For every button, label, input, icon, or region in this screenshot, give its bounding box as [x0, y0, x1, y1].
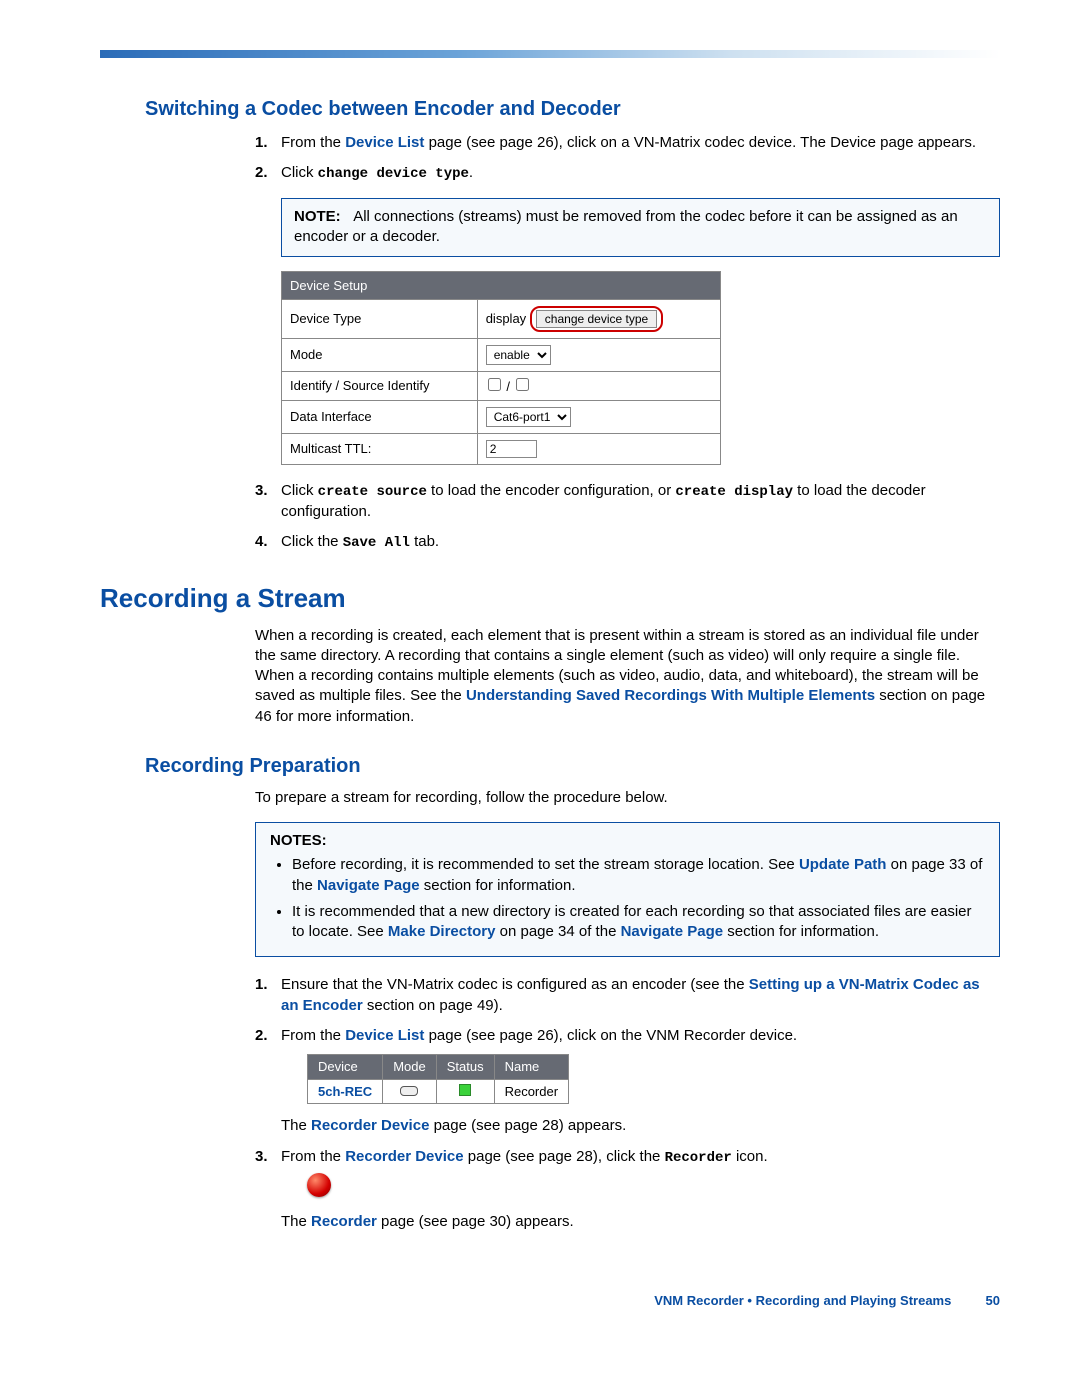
link-recorder-page[interactable]: Recorder [311, 1213, 377, 1230]
top-gradient-bar [100, 50, 1000, 58]
step-text: From the Device List page (see page 26),… [281, 134, 976, 151]
col-status: Status [436, 1055, 494, 1080]
row-label: Mode [282, 338, 478, 371]
step-3: 3. From the Recorder Device page (see pa… [255, 1147, 1000, 1232]
row-label: Data Interface [282, 400, 478, 433]
section1-steps: 1. From the Device List page (see page 2… [255, 133, 1000, 184]
cmd-create-display: create display [675, 484, 793, 500]
step-4: 4. Click the Save All tab. [255, 532, 1000, 553]
cmd-create-source: create source [318, 484, 427, 500]
device-type-value: display [486, 311, 526, 326]
table-row: Device Type display change device type [282, 299, 721, 338]
section1-steps-cont: 3. Click create source to load the encod… [255, 481, 1000, 553]
link-device-list[interactable]: Device List [345, 1027, 424, 1044]
device-list-table: Device Mode Status Name 5ch-REC Recorder [307, 1054, 569, 1104]
cmd-change-device-type: change device type [318, 166, 469, 182]
step-number: 4. [255, 532, 268, 552]
mode-select[interactable]: enable [486, 345, 551, 365]
table-row: Identify / Source Identify / [282, 371, 721, 400]
mode-cell [383, 1079, 437, 1104]
step-1: 1. Ensure that the VN-Matrix codec is co… [255, 975, 1000, 1016]
multicast-ttl-input[interactable] [486, 440, 537, 458]
col-mode: Mode [383, 1055, 437, 1080]
device-cell: 5ch-REC [308, 1079, 383, 1104]
table-row[interactable]: 5ch-REC Recorder [308, 1079, 569, 1104]
data-interface-select[interactable]: Cat6-port1 [486, 407, 571, 427]
table-row: Data Interface Cat6-port1 [282, 400, 721, 433]
step-1: 1. From the Device List page (see page 2… [255, 133, 1000, 153]
table-row: Mode enable [282, 338, 721, 371]
note-text: All connections (streams) must be remove… [294, 208, 958, 245]
step-number: 1. [255, 975, 268, 995]
row-label: Device Type [282, 299, 478, 338]
footer-page-number: 50 [986, 1293, 1000, 1308]
heading-recording-preparation: Recording Preparation [145, 755, 1000, 778]
step-text: Click the Save All tab. [281, 533, 439, 550]
note-box-codec: NOTE: All connections (streams) must be … [281, 198, 1000, 257]
highlight-outline: change device type [530, 306, 663, 332]
link-understanding-recordings[interactable]: Understanding Saved Recordings With Mult… [466, 687, 875, 704]
step3-result: The Recorder page (see page 30) appears. [281, 1212, 1000, 1232]
device-setup-table: Device Setup Device Type display change … [281, 271, 721, 465]
step-text: From the Recorder Device page (see page … [281, 1148, 768, 1165]
row-controls: display change device type [477, 299, 720, 338]
row-controls [477, 433, 720, 464]
row-controls: / [477, 371, 720, 400]
cmd-recorder: Recorder [665, 1150, 732, 1166]
note-item: Before recording, it is recommended to s… [292, 855, 985, 896]
step-number: 2. [255, 1026, 268, 1046]
step-text: Click change device type. [281, 164, 473, 181]
heading-switching-codec: Switching a Codec between Encoder and De… [145, 98, 1000, 121]
status-icon [459, 1084, 471, 1096]
status-cell [436, 1079, 494, 1104]
step2-result: The Recorder Device page (see page 28) a… [281, 1116, 1000, 1136]
row-label: Identify / Source Identify [282, 371, 478, 400]
step-text: Ensure that the VN-Matrix codec is confi… [281, 976, 980, 1013]
link-navigate-page[interactable]: Navigate Page [317, 877, 420, 894]
footer-text: VNM Recorder • Recording and Playing Str… [654, 1293, 951, 1308]
prep-intro: To prepare a stream for recording, follo… [255, 788, 1000, 808]
notes-label: NOTES: [270, 831, 985, 851]
step-number: 3. [255, 481, 268, 501]
step-text: Click create source to load the encoder … [281, 482, 926, 520]
step-2: 2. Click change device type. [255, 163, 1000, 184]
heading-recording-stream: Recording a Stream [100, 583, 1000, 614]
notes-list: Before recording, it is recommended to s… [270, 855, 985, 942]
step-3: 3. Click create source to load the encod… [255, 481, 1000, 522]
source-identify-checkbox[interactable] [516, 378, 529, 391]
page-content: Switching a Codec between Encoder and De… [0, 58, 1080, 1339]
table-row: Multicast TTL: [282, 433, 721, 464]
row-controls: Cat6-port1 [477, 400, 720, 433]
table-header: Device Setup [282, 271, 721, 299]
link-make-directory[interactable]: Make Directory [388, 923, 496, 940]
name-cell: Recorder [494, 1079, 568, 1104]
recorder-icon[interactable] [307, 1173, 331, 1197]
step-number: 1. [255, 133, 268, 153]
link-device-list[interactable]: Device List [345, 134, 424, 151]
table-header-row: Device Mode Status Name [308, 1055, 569, 1080]
recording-intro: When a recording is created, each elemen… [255, 626, 1000, 727]
step-number: 3. [255, 1147, 268, 1167]
col-name: Name [494, 1055, 568, 1080]
step-text: From the Device List page (see page 26),… [281, 1027, 797, 1044]
row-controls: enable [477, 338, 720, 371]
page-footer: VNM Recorder • Recording and Playing Str… [100, 1292, 1000, 1309]
identify-checkbox[interactable] [488, 378, 501, 391]
mode-icon [400, 1086, 418, 1096]
notes-box-prep: NOTES: Before recording, it is recommend… [255, 822, 1000, 957]
section3-steps: 1. Ensure that the VN-Matrix codec is co… [255, 975, 1000, 1231]
link-navigate-page[interactable]: Navigate Page [621, 923, 724, 940]
change-device-type-button[interactable]: change device type [536, 310, 657, 328]
col-device: Device [308, 1055, 383, 1080]
cmd-save-all: Save All [343, 535, 410, 551]
note-item: It is recommended that a new directory i… [292, 902, 985, 943]
row-label: Multicast TTL: [282, 433, 478, 464]
link-recorder-device[interactable]: Recorder Device [311, 1117, 429, 1134]
step-2: 2. From the Device List page (see page 2… [255, 1026, 1000, 1137]
link-update-path[interactable]: Update Path [799, 856, 887, 873]
link-recorder-device[interactable]: Recorder Device [345, 1148, 463, 1165]
step-number: 2. [255, 163, 268, 183]
note-label: NOTE: [294, 208, 341, 225]
